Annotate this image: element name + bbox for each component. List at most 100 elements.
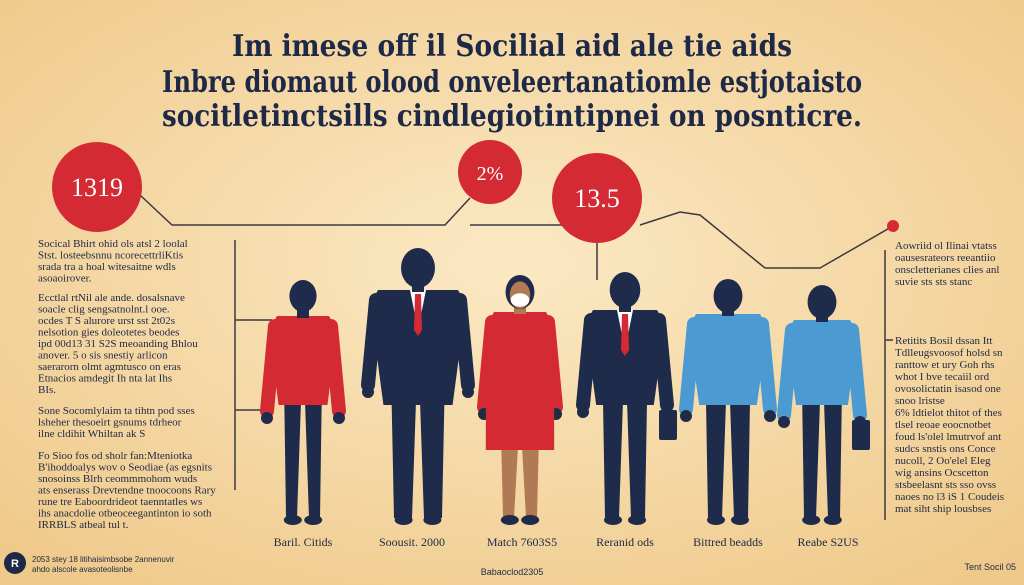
head <box>609 272 641 308</box>
caption: Reranid ods <box>596 535 654 549</box>
shoe <box>628 515 646 525</box>
note-line: ovosolictatin isasod one <box>895 383 1001 395</box>
hand <box>362 386 374 398</box>
note-line: nucoll, 2 Oo'elel Eleg <box>895 455 991 467</box>
note-line: snoo lristse <box>895 395 945 407</box>
torso <box>688 314 768 405</box>
hand <box>462 386 474 398</box>
shoe <box>423 515 442 525</box>
leg <box>603 401 623 518</box>
leg <box>284 401 301 518</box>
note-line: srada tra a hoal witesaitne wdls <box>38 261 176 273</box>
note-line: 6% ldtielot thitot of thes <box>895 407 1002 419</box>
note-line: ihs anacdolie otbeoceegantinton io soth <box>38 508 212 520</box>
tie <box>414 294 422 336</box>
torso <box>485 312 555 450</box>
hand <box>577 406 589 418</box>
tie <box>621 314 629 356</box>
logo <box>4 552 26 574</box>
footer-text: Tent Socil 05 <box>964 562 1016 572</box>
head <box>713 279 743 313</box>
note-line: snosoinss Blrh ceommmohom wuds <box>38 473 197 485</box>
bag <box>852 420 870 450</box>
hand <box>333 412 345 424</box>
note-line: sudcs snstis ons Conce <box>895 443 996 455</box>
leg <box>501 446 518 518</box>
shoe <box>394 515 413 525</box>
caption: Match 7603S5 <box>487 535 557 549</box>
note-line: Etnacios amdegit Ih nta lat Ihs <box>38 373 172 385</box>
note-line: Tdlleugsvoosof holsd sn <box>895 347 1003 359</box>
stat: 1319 <box>71 173 123 202</box>
stat-circle <box>552 153 642 243</box>
note-line: oausesrateors reeantiio <box>895 252 996 264</box>
note-line: mat siht ship lousbses <box>895 503 991 515</box>
shoe <box>823 515 842 525</box>
note-line: anover. 5 o sis snestiy arlicon <box>38 350 168 362</box>
hand <box>764 410 776 422</box>
logo-mark: R <box>11 558 19 570</box>
note-line: stsbeelasnt sts sso ovss <box>895 479 996 491</box>
note-line: foud ls'olel lmutrvof ant <box>895 431 1001 443</box>
note-line: onscletterianes clies anl <box>895 264 999 276</box>
mask <box>510 293 530 307</box>
title-line: Im imese off il Socilial aid ale tie aid… <box>232 29 792 64</box>
people <box>260 248 870 525</box>
hand <box>261 412 273 424</box>
note-line: ats enserass Drevtendne tnoocoons Rary <box>38 485 216 497</box>
title-line: Inbre diomaut olood onveleertanatiomle e… <box>162 65 862 100</box>
leg <box>730 401 750 518</box>
caption: Baril. Citids <box>274 535 333 549</box>
leg <box>802 401 820 518</box>
shoe <box>283 515 302 525</box>
note-line: B'ihoddoalys wov o Seodiae (as egsnits <box>38 462 212 474</box>
leg <box>706 401 726 518</box>
note-line: Sone Socomlylaim ta tihtn pod sses <box>38 405 195 417</box>
note-line: rune tre Eaboordrideot taenntatles ws <box>38 496 202 508</box>
torso <box>370 290 466 405</box>
head <box>401 248 435 288</box>
leg <box>824 401 842 518</box>
note-line: Aowriid ol Ilinai vtatss <box>895 240 997 252</box>
leg <box>305 401 322 518</box>
note-line: ranttow et ury Goh rhs <box>895 359 995 371</box>
stat-circle <box>458 140 522 204</box>
shoe <box>802 515 821 525</box>
shoe <box>521 515 540 525</box>
note-line: whot I bve tecaiil ord <box>895 371 990 383</box>
stat: 2% <box>477 163 504 185</box>
note-line: Ecctlal rtNil ale ande. dosalsnave <box>38 292 185 304</box>
head <box>289 280 317 312</box>
note-line: tlsel reoae eoocnotbet <box>895 419 991 431</box>
footer-text: 2053 stey 18 litihaisimbsobe 2annenuvir <box>32 555 175 564</box>
note-line: naoes no l3 iS 1 Coudeis <box>895 491 1004 503</box>
note-line: soacle clig sengsatnolnt.l ooe. <box>38 304 170 316</box>
note-line: Stst. losteebsnnu ncorecettrliKtis <box>38 250 183 262</box>
leg <box>522 446 539 518</box>
marker-dot <box>887 220 899 232</box>
note-line: lsheher thesoeirt gsnums tdrheor <box>38 417 182 429</box>
title-line: socitletinctsills cindlegiotintipnei on … <box>162 99 862 134</box>
hand <box>778 416 790 428</box>
shoe <box>304 515 323 525</box>
hand <box>680 410 692 422</box>
note-line: ipd 00d13 31 S2S meoanding Bhlou <box>38 338 198 350</box>
leg <box>391 401 416 518</box>
leg <box>420 401 445 518</box>
caption: Soousit. 2000 <box>379 535 445 549</box>
leg <box>627 401 647 518</box>
note-line: saerarorn olmt agmtusco on eras <box>38 361 181 373</box>
shoe <box>500 515 519 525</box>
stat: 13.5 <box>574 184 620 213</box>
note-line: wig ansins Ocscetton <box>895 467 989 479</box>
connectors <box>139 194 894 520</box>
footer-text: Babaoclod2305 <box>481 567 544 577</box>
torso <box>585 310 665 405</box>
shoe <box>604 515 622 525</box>
note-line: ilne cldihit Whiltan ak S <box>38 428 145 440</box>
note-line: nelsotion gies doleotetes beodes <box>38 327 179 339</box>
note-line: BIs. <box>38 384 56 396</box>
note-line: IRRBLS atbeal tul t. <box>38 519 129 531</box>
note-line: ocdes T S alurore urst sst 2t02s <box>38 315 175 327</box>
footer-text: ahdo alscole avasoteolisnbe <box>32 565 133 574</box>
